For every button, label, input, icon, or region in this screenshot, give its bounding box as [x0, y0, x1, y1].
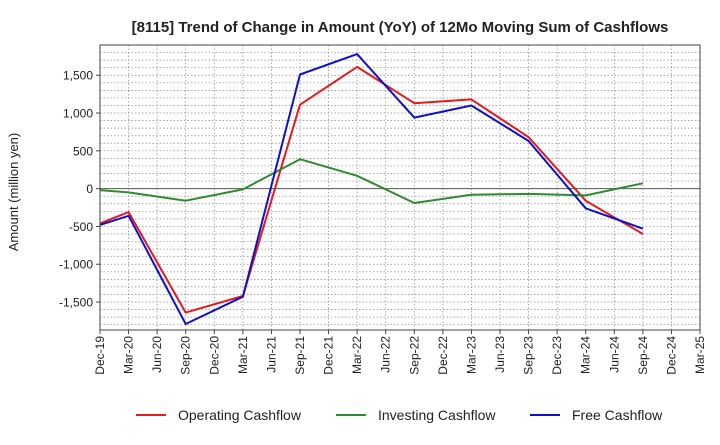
x-tick-label: Jun-21: [264, 336, 278, 373]
x-tick-label: Mar-22: [350, 336, 364, 374]
x-tick-label: Jun-20: [150, 336, 164, 373]
x-tick-label: Mar-24: [579, 336, 593, 374]
x-tick-label: Sep-24: [636, 336, 650, 375]
x-tick-label: Jun-24: [607, 336, 621, 373]
series-line-operating-cashflow: [99, 65, 644, 314]
x-tick-label: Mar-21: [236, 336, 250, 374]
y-tick-label: -500: [69, 220, 93, 234]
y-axis-label: Amount (million yen): [6, 133, 21, 252]
series-lines: [99, 53, 644, 325]
x-tick-labels: Dec-19 Mar-20 Jun-20 Sep-20 Dec-20 Mar-21 Jun-…: [93, 330, 707, 375]
series-line-investing-cashflow: [99, 158, 644, 204]
legend-label: Free Cashflow: [572, 407, 663, 423]
x-tick-label: Mar-20: [122, 336, 136, 374]
x-tick-label: Dec-19: [93, 336, 107, 375]
x-tick-label: Dec-22: [436, 336, 450, 375]
x-tick-label: Dec-24: [664, 336, 678, 375]
legend-label: Operating Cashflow: [178, 407, 302, 423]
y-tick-label: 500: [73, 144, 93, 158]
y-tick-label: -1,000: [59, 258, 93, 272]
x-tick-label: Dec-23: [550, 336, 564, 375]
x-tick-label: Dec-20: [207, 336, 221, 375]
x-tick-label: Jun-22: [379, 336, 393, 373]
x-tick-label: Sep-21: [293, 336, 307, 375]
x-tick-label: Sep-20: [179, 336, 193, 375]
y-tick-label: 1,000: [63, 107, 93, 121]
x-tick-label: Sep-22: [407, 336, 421, 375]
x-tick-label: Mar-25: [693, 336, 707, 374]
y-tick-label: 1,500: [63, 69, 93, 83]
grid-lines: [99, 44, 701, 330]
x-tick-label: Jun-23: [493, 336, 507, 373]
plot-frame: [99, 44, 701, 331]
x-tick-label: Sep-23: [522, 336, 536, 375]
chart-title: [8115] Trend of Change in Amount (YoY) o…: [132, 19, 669, 36]
series-line-free-cashflow: [99, 53, 644, 325]
x-tick-label: Dec-21: [322, 336, 336, 375]
legend: Operating Cashflow Investing Cashflow Free…: [136, 407, 663, 423]
x-tick-label: Mar-23: [464, 336, 478, 374]
plot-area-border: [99, 44, 701, 331]
y-tick-label: 0: [86, 182, 93, 196]
legend-label: Investing Cashflow: [378, 407, 496, 423]
y-tick-labels: -1,500 -1,000 -500 0 500 1,000 1,500: [59, 69, 100, 310]
y-tick-label: -1,500: [59, 296, 93, 310]
